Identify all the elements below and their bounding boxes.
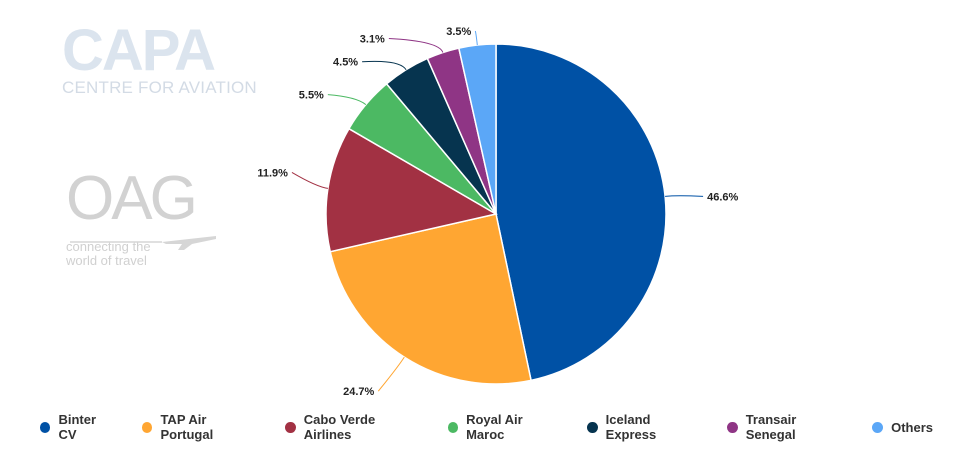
- pie-slice-binter-cv[interactable]: [495, 43, 667, 382]
- leader-line: [362, 60, 407, 71]
- pie-slices: [325, 43, 667, 385]
- capa-logo-main: CAPA: [62, 18, 216, 83]
- pie-data-labels: 46.6% 24.7% 11.9% 5.5% 4.5%3.1% 3.5%: [257, 26, 738, 398]
- capa-logo-subtitle: CENTRE FOR AVIATION: [62, 78, 257, 97]
- legend-label: Iceland Express: [605, 412, 657, 442]
- capa-logo: CAPA CENTRE FOR AVIATION: [62, 18, 272, 98]
- legend-swatch: [587, 421, 598, 433]
- legend-swatch: [727, 421, 738, 433]
- leader-line: [327, 94, 367, 106]
- legend-label: TAP Air Portugal: [160, 412, 214, 442]
- legend-item[interactable]: TAP Air Portugal: [141, 412, 258, 442]
- airplane-icon: [70, 236, 216, 250]
- oag-logo-main: OAG: [66, 164, 198, 233]
- legend-item[interactable]: Binter CV: [40, 412, 115, 442]
- data-label: 4.5%: [333, 57, 358, 69]
- legend-label: Royal Air Maroc: [466, 412, 523, 442]
- legend-label: Others: [891, 419, 933, 435]
- chart-legend: Binter CV TAP Air Portugal Cabo Verde Airl…: [40, 412, 960, 442]
- pie-slice-tap-air-portugal[interactable]: [329, 213, 532, 385]
- data-label: 24.7%: [343, 386, 374, 398]
- data-label: 46.6%: [707, 191, 738, 203]
- leader-line: [291, 171, 329, 189]
- legend-label: Transair Senegal: [745, 412, 797, 442]
- legend-item[interactable]: Royal Air Maroc: [447, 412, 561, 442]
- legend-swatch: [447, 421, 459, 433]
- legend-swatch: [872, 421, 884, 433]
- legend-label: Binter CV: [58, 412, 97, 442]
- pie-slice-others[interactable]: [457, 43, 497, 215]
- legend-swatch: [40, 421, 51, 433]
- data-label: 3.1%: [360, 34, 385, 46]
- data-label: 11.9%: [257, 167, 288, 179]
- legend-item[interactable]: Cabo Verde Airlines: [285, 412, 420, 442]
- legend-label: Cabo Verde Airlines: [303, 412, 376, 442]
- leader-line: [665, 195, 704, 197]
- legend-swatch: [141, 421, 153, 433]
- leader-line: [474, 30, 478, 46]
- legend-swatch: [285, 421, 296, 433]
- oag-logo: OAG connecting the world of travel: [66, 168, 226, 268]
- legend-item[interactable]: Others: [872, 420, 933, 435]
- data-label: 3.5%: [446, 26, 471, 38]
- leader-line: [388, 38, 444, 53]
- legend-item[interactable]: Iceland Express: [587, 412, 700, 442]
- leader-line: [377, 356, 405, 392]
- legend-item[interactable]: Transair Senegal: [727, 412, 845, 442]
- pie-leader-lines: [291, 30, 704, 392]
- data-label: 5.5%: [299, 90, 324, 102]
- oag-tagline: connecting the world of travel: [66, 239, 151, 268]
